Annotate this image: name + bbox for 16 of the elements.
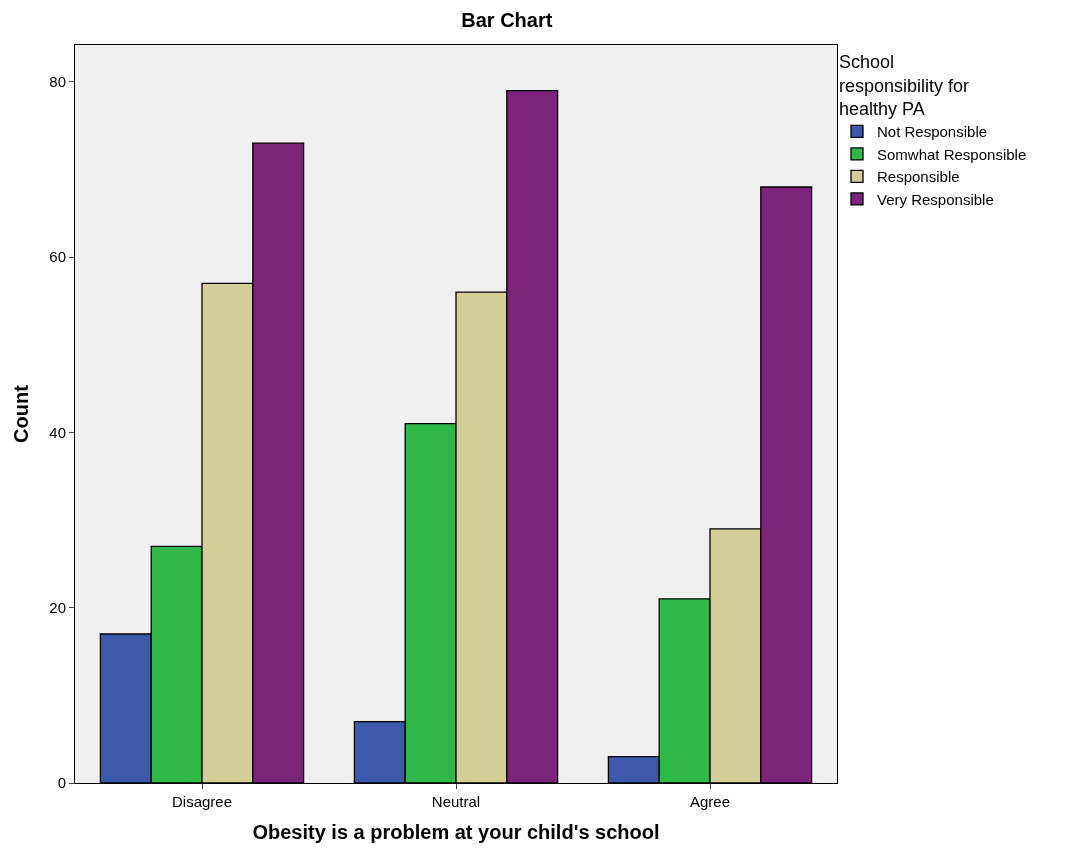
x-tick-label: Agree [689, 793, 731, 810]
legend-label: Not Responsible [877, 123, 988, 141]
y-tick-label: 20 [49, 598, 66, 616]
legend-label: Responsible [877, 168, 960, 186]
legend-label: Somwhat Responsible [877, 145, 1027, 163]
legend-title: School responsibility for healthy PA [839, 52, 970, 120]
x-tick-label: Neutral [431, 793, 481, 810]
y-axis-title: Count [9, 384, 32, 443]
chart-title: Bar Chart [461, 9, 553, 32]
y-tick-label: 80 [49, 73, 66, 91]
legend-label: Very Responsible [877, 190, 994, 208]
y-tick-label: 40 [49, 423, 66, 441]
x-axis-title: Obesity is a problem at your child's school [252, 820, 660, 843]
y-tick-label: 60 [49, 248, 66, 266]
y-tick-label: 0 [57, 774, 66, 792]
x-tick-label: Disagree [171, 793, 233, 810]
